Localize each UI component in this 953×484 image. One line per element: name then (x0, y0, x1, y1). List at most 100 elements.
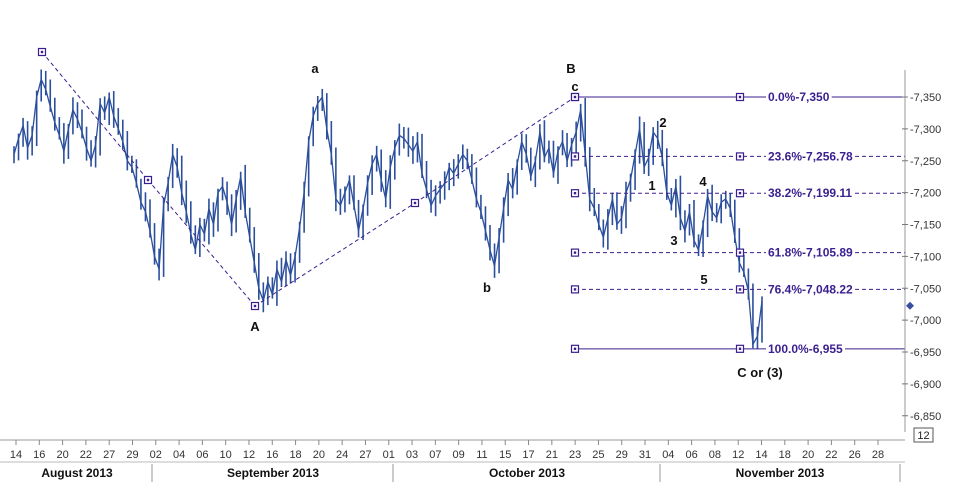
y-tick-label: -7,350 (910, 92, 941, 104)
fib-marker-dot (573, 95, 577, 99)
fib-level-label: 23.6%-7,256.78 (768, 149, 853, 163)
x-tick-label: 03 (406, 449, 418, 461)
y-tick-label: -7,250 (910, 156, 941, 168)
x-tick-label: 16 (33, 449, 45, 461)
trend-marker-dot (253, 304, 257, 308)
y-tick-label: -6,950 (910, 347, 941, 359)
fib-marker-dot (573, 155, 577, 158)
x-tick-label: 07 (429, 449, 441, 461)
fib-marker-dot (738, 191, 742, 195)
fib-level-label: 76.4%-7,048.22 (768, 282, 853, 296)
x-tick-label: 29 (126, 449, 138, 461)
x-tick-label: 31 (639, 449, 651, 461)
fib-marker-dot (573, 288, 577, 291)
x-tick-label: 22 (80, 449, 92, 461)
fib-label-bg (766, 186, 855, 201)
month-label: August 2013 (41, 466, 113, 480)
x-tick-label: 21 (546, 449, 558, 461)
x-tick-label: 27 (103, 449, 115, 461)
x-tick-label: 29 (616, 449, 628, 461)
x-axis: 14 16 20 22 27 29 02 04 06 10 12 16 18 20 24 27 01 03 07 09… (0, 439, 905, 482)
fib-level-label: 38.2%-7,199.11 (768, 186, 852, 200)
x-tick-label: 04 (173, 449, 185, 461)
chart-misc: 12 (913, 427, 934, 443)
trend-marker-dot (40, 50, 44, 54)
page-indicator-box (913, 427, 934, 443)
x-tick-label: 12 (732, 449, 744, 461)
x-tick-label: 08 (709, 449, 721, 461)
x-tick-label: 11 (476, 449, 487, 461)
fib-level-label: 0.0%-7,350 (768, 90, 830, 104)
fib-marker-dot (738, 347, 742, 351)
month-label: October 2013 (489, 466, 565, 480)
y-tick-label: -7,200 (910, 188, 941, 200)
x-tick-label: 10 (220, 449, 232, 461)
wave-label: 4 (699, 174, 707, 189)
wave-label: C or (3) (737, 365, 783, 380)
x-tick-label: 20 (313, 449, 325, 461)
wave-label: c (571, 79, 578, 94)
y-axis: -7,350 -7,300 -7,250 -7,200 -7,150 -7,100 -7,0… (902, 70, 941, 432)
trend-line (254, 202, 416, 307)
fib-level-label: 100.0%-6,955 (768, 342, 843, 356)
y-tick-label: -6,850 (910, 411, 941, 423)
x-tick-label: 01 (383, 449, 395, 461)
trend-marker-dot (413, 201, 417, 205)
fib-label-bg (766, 245, 856, 260)
y-tick-label: -7,100 (910, 251, 941, 263)
x-tick-label: 20 (802, 449, 814, 461)
wave-label: 1 (648, 178, 655, 193)
x-tick-label: 25 (592, 449, 604, 461)
wave-label: A (250, 319, 260, 334)
x-tick-label: 04 (662, 449, 674, 461)
price-line (13, 77, 763, 347)
x-tick-label: 20 (56, 449, 68, 461)
x-tick-label: 26 (849, 449, 861, 461)
wave-label: B (566, 61, 575, 76)
x-tick-label: 17 (522, 449, 534, 461)
fib-level-label: 61.8%-7,105.89 (768, 246, 853, 260)
wave-label: 5 (700, 272, 707, 287)
price-series (13, 69, 763, 350)
x-tick-label: 28 (872, 449, 884, 461)
x-tick-label: 14 (755, 449, 767, 461)
x-tick-label: 22 (825, 449, 837, 461)
fib-label-bg (766, 90, 832, 104)
y-tick-label: -7,150 (910, 220, 941, 232)
x-tick-label: 14 (10, 449, 22, 461)
x-tick-label: 16 (266, 449, 278, 461)
wave-label: 3 (670, 233, 677, 248)
fib-marker-dot (573, 251, 577, 254)
y-tick-label: -7,000 (910, 315, 941, 327)
trend-marker-dot (146, 178, 150, 182)
fib-marker-dot (738, 288, 742, 291)
x-tick-label: 12 (243, 449, 255, 461)
fib-marker-dot (738, 155, 742, 158)
trend-line (414, 96, 576, 204)
wave-labels: a A Bc b 1 2 3 4 5 C or (3) (250, 61, 782, 380)
month-label: November 2013 (736, 466, 825, 480)
y-tick-label: -6,900 (910, 379, 941, 391)
fib-marker-dot (573, 191, 577, 195)
x-tick-label: 18 (289, 449, 301, 461)
wave-label: b (483, 280, 491, 295)
page-indicator-label: 12 (917, 430, 929, 442)
last-price-marker (906, 301, 914, 310)
x-tick-label: 06 (685, 449, 697, 461)
x-tick-label: 09 (453, 449, 465, 461)
fibonacci-levels: 0.0%-7,350 23.6%-7,256.78 38.2%-7,199.11 61… (570, 90, 905, 356)
y-tick-label: -7,050 (910, 283, 941, 295)
wave-label: a (311, 61, 319, 76)
x-tick-label: 23 (569, 449, 581, 461)
x-tick-label: 18 (779, 449, 791, 461)
x-tick-label: 02 (150, 449, 162, 461)
fib-marker-dot (738, 251, 742, 254)
wave-label: 2 (659, 115, 666, 130)
x-tick-label: 06 (196, 449, 208, 461)
fib-label-bg (766, 149, 856, 164)
y-tick-label: -7,300 (910, 124, 941, 136)
fib-label-bg (766, 341, 846, 356)
month-label: September 2013 (227, 466, 319, 480)
x-tick-label: 15 (499, 449, 511, 461)
